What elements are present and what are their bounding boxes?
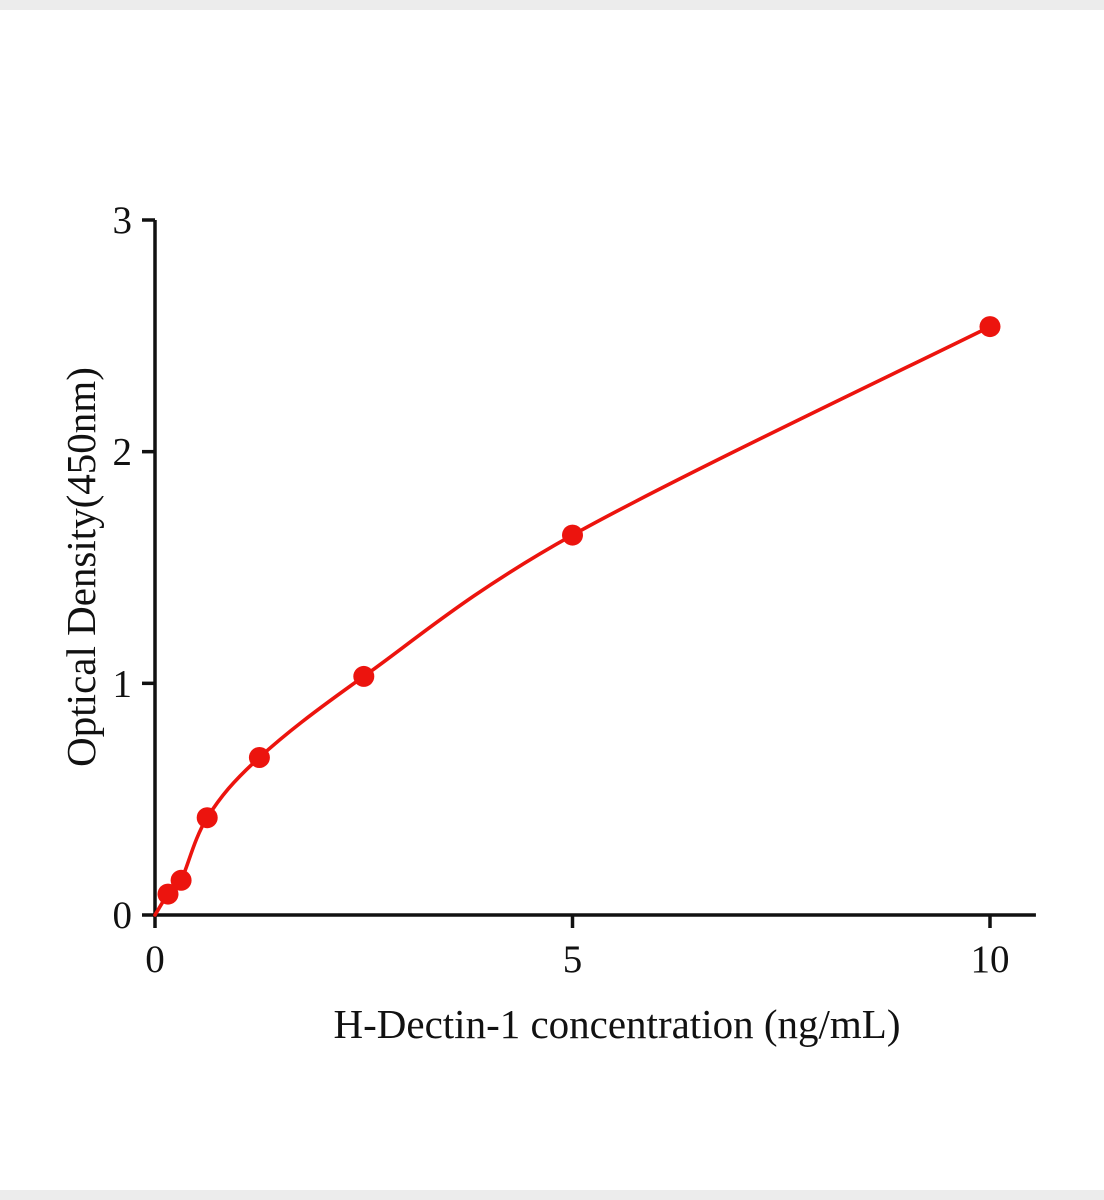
y-tick-label: 3 xyxy=(113,199,133,242)
x-tick-label: 10 xyxy=(971,938,1010,981)
data-point xyxy=(170,869,192,891)
y-axis-label: Optical Density(450nm) xyxy=(58,367,104,767)
y-tick-label: 0 xyxy=(113,894,133,937)
y-tick-label: 2 xyxy=(113,431,133,474)
data-point xyxy=(353,665,375,687)
data-point xyxy=(979,316,1001,338)
bottom-border-strip xyxy=(0,1190,1104,1200)
data-point xyxy=(248,747,270,768)
x-axis-label: H-Dectin-1 concentration (ng/mL) xyxy=(334,1001,901,1047)
x-tick-label: 5 xyxy=(563,938,583,981)
fitted-curve xyxy=(153,324,992,917)
top-border-strip xyxy=(0,0,1104,10)
plot-area: 0 5 10 0 1 2 3 xyxy=(113,199,1036,981)
x-tick-label: 0 xyxy=(145,938,165,981)
y-tick-label: 1 xyxy=(113,662,133,705)
data-point xyxy=(196,807,218,829)
data-point xyxy=(562,524,583,546)
data-point xyxy=(157,883,179,905)
